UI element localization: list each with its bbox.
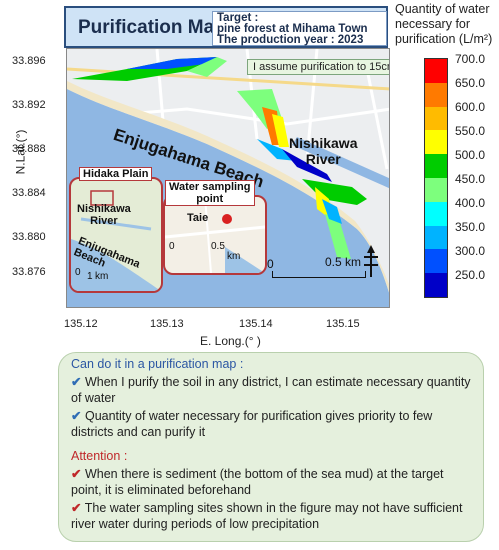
attention-heading: Attention : <box>71 449 128 463</box>
panel-item-1-text: When I purify the soil in any district, … <box>71 375 471 405</box>
warning-check-icon: ✔ <box>71 467 82 481</box>
y-tick: 33.880 <box>12 231 46 243</box>
panel-item-2-text: Quantity of water necessary for purifica… <box>71 409 433 439</box>
y-axis-title: N.Lat.(°) <box>13 129 28 175</box>
production-year: The production year : 2023 <box>217 34 364 46</box>
sampling-inset-map <box>165 197 265 273</box>
legend-swatch <box>425 177 447 202</box>
info-panel: Can do it in a purification map : ✔ When… <box>58 352 484 542</box>
sampling-inset-scale: 0 0.5 km <box>169 241 249 265</box>
river-label: Nishikawa River <box>289 135 357 167</box>
depth-note: I assume purification to 15cm in depth <box>247 59 389 75</box>
forest-zone-lightgreen <box>187 57 227 77</box>
attention-item-2: ✔ The water sampling sites shown in the … <box>71 500 475 532</box>
forest-zone-cyan-2 <box>322 199 342 224</box>
attention-item-1-text: When there is sediment (the bottom of th… <box>71 467 444 497</box>
sampling-inset <box>163 195 267 275</box>
legend-swatch <box>425 130 447 155</box>
legend-color-bar <box>424 58 448 298</box>
river-label-line2: River <box>305 151 341 167</box>
legend-label: 400.0 <box>455 196 486 210</box>
north-arrow-icon <box>364 245 378 277</box>
panel-heading: Can do it in a purification map : <box>71 357 244 371</box>
check-icon: ✔ <box>71 375 82 389</box>
forest-zone-blue <box>127 57 217 69</box>
legend-swatch <box>425 273 447 297</box>
legend-swatch <box>425 225 447 250</box>
scale-zero: 0 <box>267 257 274 271</box>
hidaka-inset-river: Nishikawa River <box>77 203 131 227</box>
scale-label: 0.5 km <box>325 255 362 269</box>
map-title: Purification Map <box>78 17 226 38</box>
forest-zone-cyan <box>257 139 297 161</box>
hidaka-inset-map <box>71 190 161 291</box>
x-tick: 135.15 <box>326 318 360 330</box>
hidaka-inset-river-line1: Nishikawa <box>77 203 131 215</box>
title-box: Purification Map Target : pine forest at… <box>64 6 388 48</box>
panel-item-1: ✔ When I purify the soil in any district… <box>71 374 475 406</box>
legend-label: 350.0 <box>455 220 486 234</box>
sampling-title-line1: Water sampling <box>169 181 251 193</box>
panel-item-2: ✔ Quantity of water necessary for purifi… <box>71 408 475 440</box>
x-axis-title: E. Long.(° ) <box>200 334 261 348</box>
forest-zone-darkblue <box>282 149 332 182</box>
beach-strip <box>67 81 389 293</box>
target-info: Target : pine forest at Mihama Town The … <box>212 11 387 46</box>
legend-swatch <box>425 59 447 83</box>
legend-swatch <box>425 82 447 107</box>
legend-label: 550.0 <box>455 124 486 138</box>
hidaka-scale-unit: km <box>95 271 109 282</box>
legend-swatch <box>425 249 447 274</box>
sampling-place: Taie <box>187 212 209 224</box>
forest-zone-lightgreen-3 <box>325 214 351 259</box>
x-tick: 135.14 <box>239 318 273 330</box>
hidaka-inset-title: Hidaka Plain <box>79 167 153 181</box>
sampling-scale-half: 0.5 <box>211 241 225 252</box>
legend-label: 450.0 <box>455 172 486 186</box>
y-tick: 33.876 <box>12 266 46 278</box>
legend-swatch <box>425 106 447 131</box>
sampling-inset-title: Water sampling point <box>165 180 255 206</box>
sampling-title-line2: point <box>196 193 224 205</box>
legend-label: 250.0 <box>455 268 486 282</box>
sampling-scale-unit: km <box>227 251 241 262</box>
check-icon: ✔ <box>71 409 82 423</box>
sampling-point-marker <box>222 214 232 224</box>
y-tick: 33.896 <box>12 55 46 67</box>
forest-zone-green-2 <box>302 179 367 205</box>
legend-swatch <box>425 201 447 226</box>
river-label-line1: Nishikawa <box>289 135 358 151</box>
attention-item-1: ✔ When there is sediment (the bottom of … <box>71 466 475 498</box>
hidaka-scale-zero: 0 <box>75 267 81 278</box>
target-label: Target : <box>217 12 259 24</box>
legend-title: Quantity of water necessary for purifica… <box>395 2 493 46</box>
legend-label: 500.0 <box>455 148 486 162</box>
legend-swatch <box>425 154 447 178</box>
hidaka-scale-one: 1 <box>87 271 93 282</box>
target-place: pine forest at Mihama Town <box>217 23 368 35</box>
scale-bar <box>272 271 366 278</box>
legend-label: 600.0 <box>455 100 486 114</box>
y-tick: 33.892 <box>12 99 46 111</box>
x-tick: 135.13 <box>150 318 184 330</box>
legend-label: 700.0 <box>455 52 486 66</box>
hidaka-inset-scale: 0 1 km <box>75 267 121 283</box>
forest-zone-yellow <box>272 114 289 147</box>
nishikawa-river <box>292 137 389 189</box>
purification-map: I assume purification to 15cm in depth E… <box>66 48 390 308</box>
x-tick: 135.12 <box>64 318 98 330</box>
legend-label: 300.0 <box>455 244 486 258</box>
y-tick: 33.884 <box>12 187 46 199</box>
y-tick: 33.888 <box>12 143 46 155</box>
legend-label: 650.0 <box>455 76 486 90</box>
attention-item-2-text: The water sampling sites shown in the fi… <box>71 501 463 531</box>
hidaka-inset-river-line2: River <box>90 215 118 227</box>
warning-check-icon: ✔ <box>71 501 82 515</box>
sampling-scale-zero: 0 <box>169 241 175 252</box>
